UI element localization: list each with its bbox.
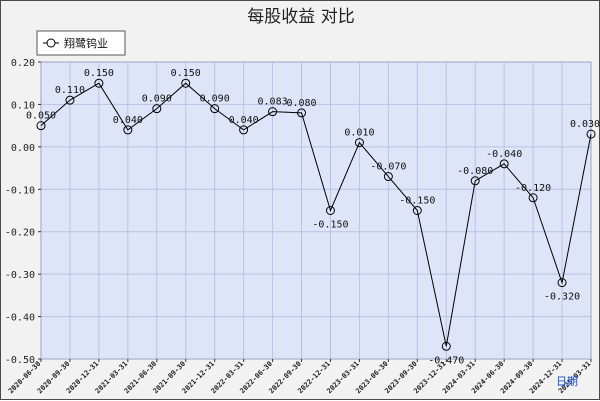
data-point-marker	[499, 159, 509, 169]
data-point-marker	[65, 95, 75, 105]
data-label: -0.320	[544, 292, 580, 303]
data-label: 0.040	[229, 115, 259, 126]
data-label: -0.120	[515, 183, 551, 194]
data-label: -0.070	[370, 162, 406, 173]
data-point-marker	[210, 104, 220, 114]
y-tick-label: -0.10	[5, 185, 35, 196]
plot-border	[40, 61, 592, 360]
data-label: 0.010	[344, 128, 374, 139]
data-point-marker	[412, 206, 422, 215]
legend-series-name: 翔鹭钨业	[64, 36, 108, 50]
data-point-marker	[181, 78, 191, 88]
data-point-marker	[297, 108, 307, 118]
data-label: 0.090	[200, 94, 230, 105]
data-point-marker	[268, 107, 278, 117]
data-label: 0.083	[258, 97, 288, 108]
data-point-marker	[354, 138, 364, 148]
legend-box	[36, 30, 126, 56]
data-point-marker	[586, 129, 596, 139]
x-axis-ticks: 2020-06-302020-09-302020-12-312021-03-31…	[7, 359, 592, 395]
plot-area	[41, 62, 591, 359]
data-labels: 0.050 0.110 0.150 0.040 0.090 0.150 0.090 0.040…	[26, 68, 600, 366]
data-label: -0.040	[486, 149, 522, 160]
data-point-marker	[470, 176, 480, 186]
series-line	[40, 82, 592, 347]
chart-title: 每股收益 对比	[247, 7, 354, 27]
data-label: -0.150	[399, 196, 435, 207]
data-point-marker	[441, 341, 451, 351]
legend-marker-icon	[46, 38, 56, 48]
data-label: 0.050	[26, 111, 56, 122]
data-point-marker	[528, 193, 538, 203]
data-label: 0.090	[142, 94, 172, 105]
data-point-marker	[123, 125, 133, 135]
data-label: 0.080	[286, 98, 316, 109]
data-point-marker	[36, 121, 46, 131]
y-tick-label: -0.30	[5, 270, 35, 281]
data-label: -0.470	[428, 355, 464, 366]
data-label: -0.150	[312, 220, 348, 231]
data-point-marker	[325, 206, 335, 215]
data-label: 0.030	[570, 119, 600, 130]
data-point-marker	[557, 278, 567, 288]
data-label: 0.150	[171, 68, 201, 79]
data-label: 0.150	[84, 68, 114, 79]
y-tick-label: 0.20	[11, 58, 35, 69]
data-point-marker	[383, 172, 393, 182]
data-label: 0.110	[55, 85, 85, 96]
data-label: 0.040	[113, 115, 143, 126]
y-axis-ticks: 0.20 0.10 0.00 -0.10 -0.20 -0.30 -0.40 -0.50	[5, 58, 41, 366]
y-tick-label: 0.10	[11, 100, 35, 111]
x-axis-label: 日期	[556, 375, 578, 388]
y-tick-label: -0.20	[5, 228, 35, 239]
series-layer	[36, 78, 596, 351]
data-point-marker	[152, 104, 162, 114]
y-tick-label: -0.50	[5, 355, 35, 366]
data-label: -0.080	[457, 166, 493, 177]
data-point-marker	[239, 125, 249, 135]
y-tick-label: 0.00	[11, 143, 35, 154]
y-tick-label: -0.40	[5, 313, 35, 324]
legend[interactable]: 翔鹭钨业	[36, 30, 126, 56]
data-point-marker	[94, 78, 104, 88]
